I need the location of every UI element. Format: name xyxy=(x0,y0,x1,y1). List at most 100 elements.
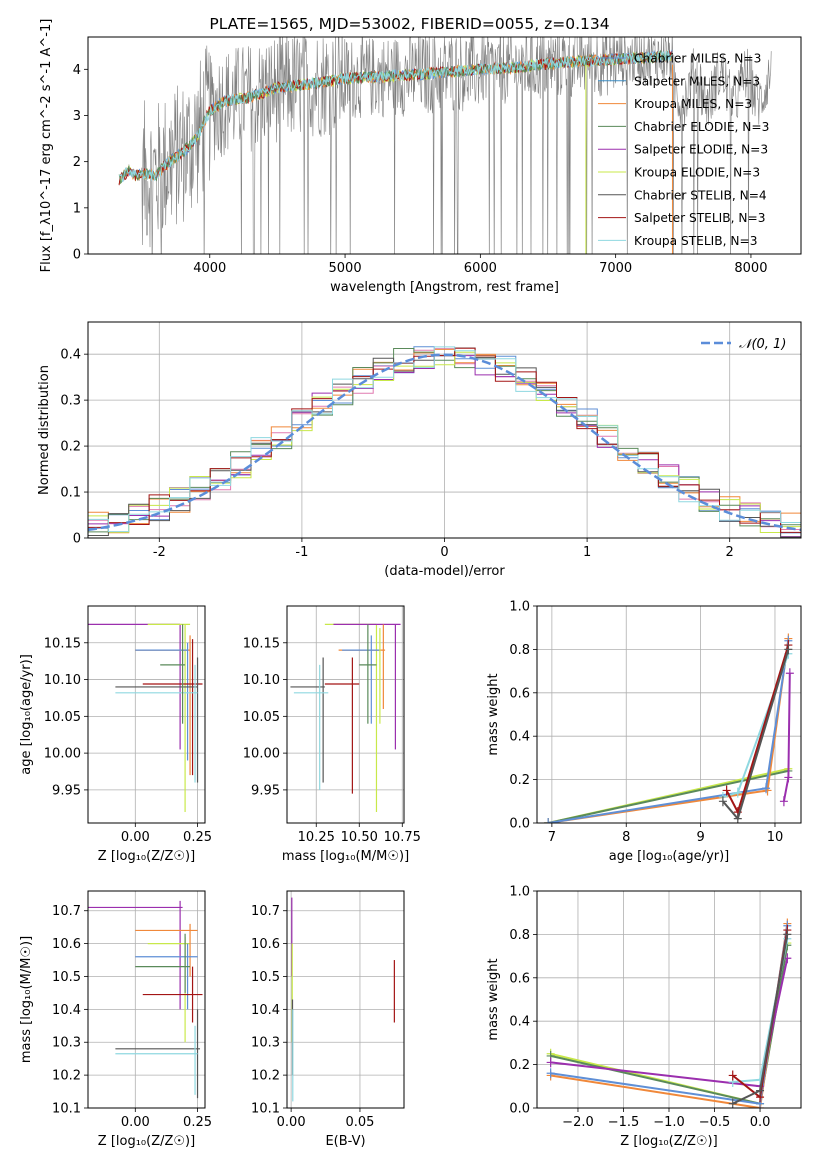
age_weight-axes: 7 8 9 10 0.0 0.2 0.4 0.6 0.8 1.0 xyxy=(509,600,801,845)
age_weight-ylabel: mass weight xyxy=(486,673,501,755)
mass_age-plot xyxy=(290,623,401,812)
z_age-xtick-label: 0.00 xyxy=(121,830,150,845)
z_mass-ytick-label: 10.5 xyxy=(52,970,81,985)
z_mass-axes: 0.00 0.25 10.1 10.2 10.3 10.4 10.5 10.6 10.7 xyxy=(52,891,212,1130)
mass_age-axes: 10.25 10.50 10.75 9.95 10.00 10.05 10.10 10.15 xyxy=(243,606,421,845)
age_weight-plot xyxy=(544,633,794,823)
age_weight-marker-salpeter_elodie xyxy=(785,668,794,679)
age_weight-ytick-label: 0.2 xyxy=(509,773,530,788)
z_weight-ytick-label: 0.6 xyxy=(509,971,530,986)
z_weight-marker-chabrier_stelib xyxy=(783,929,792,940)
figure-title: PLATE=1565, MJD=53002, FIBERID=0055, z=0… xyxy=(209,15,609,33)
age_weight-xtick-label: 7 xyxy=(548,830,556,845)
residuals-ytick-label: 0.3 xyxy=(60,394,81,409)
residuals-frame xyxy=(87,321,802,539)
z_weight-xlabel: Z [log₁₀(Z/Z☉)] xyxy=(620,1134,717,1149)
z_mass-ytick-label: 10.2 xyxy=(52,1069,81,1084)
z_age-ytick-label: 10.00 xyxy=(44,747,81,762)
z_weight-xtick-label: −1.5 xyxy=(608,1115,640,1130)
ebv_mass-plot xyxy=(291,897,395,1102)
legend-label-kroupa_elodie: Kroupa ELODIE, N=3 xyxy=(634,166,760,180)
z_weight-ytick-label: 0.8 xyxy=(509,928,530,943)
age_weight-marker-chabrier_stelib xyxy=(733,813,742,823)
spectrum-ytick-label: 2 xyxy=(73,155,81,170)
ebv_mass-ytick-label: 10.2 xyxy=(251,1069,280,1084)
ebv_mass-xtick-label: 0.00 xyxy=(277,1115,306,1130)
z_age-ytick-label: 10.05 xyxy=(44,710,81,725)
z_weight-xtick-label: −0.5 xyxy=(699,1115,731,1130)
age_weight-ytick-label: 1.0 xyxy=(509,600,530,615)
residuals-xtick-label: -2 xyxy=(153,545,166,560)
z_weight-ytick-label: 0.4 xyxy=(509,1015,530,1030)
ebv_mass-ytick-label: 10.3 xyxy=(251,1036,280,1051)
ebv_mass-ytick-label: 10.4 xyxy=(251,1003,280,1018)
residuals-ytick-label: 0 xyxy=(73,532,81,547)
spectrum-xtick-label: 7000 xyxy=(599,261,632,276)
z_weight-xtick-label: 0.0 xyxy=(750,1115,771,1130)
age_weight-marker-kroupa_stelib xyxy=(733,787,742,798)
z_weight-plot xyxy=(546,918,792,1108)
age_weight-xtick-label: 10 xyxy=(767,830,784,845)
mass_age-ytick-label: 10.05 xyxy=(243,710,280,725)
mass_age-ytick-label: 10.00 xyxy=(243,747,280,762)
residuals-ylabel: Normed distribution xyxy=(37,365,52,495)
spectrum-frame xyxy=(87,36,802,255)
z_weight-marker-salpeter_stelib xyxy=(728,1070,737,1081)
age_weight-marker-salpeter_stelib xyxy=(722,785,731,796)
z_age-ylabel: age [log₁₀(age/yr)] xyxy=(19,654,34,775)
spectrum-ytick-label: 3 xyxy=(73,109,81,124)
z_weight-marker-salpeter_elodie xyxy=(783,953,792,964)
legend-label-salpeter_elodie: Salpeter ELODIE, N=3 xyxy=(634,143,768,157)
ebv_mass-ytick-label: 10.7 xyxy=(251,904,280,919)
z_weight-xtick-label: −1.0 xyxy=(653,1115,685,1130)
z_mass-ytick-label: 10.1 xyxy=(52,1102,81,1117)
age_weight-ytick-label: 0.4 xyxy=(509,730,530,745)
legend-label-salpeter_stelib: Salpeter STELIB, N=3 xyxy=(634,211,765,225)
ebv_mass-frame xyxy=(286,890,405,1109)
z_weight-marker-chabrier_stelib xyxy=(756,1085,765,1096)
ebv_mass-ytick-label: 10.5 xyxy=(251,970,280,985)
z_mass-xlabel: Z [log₁₀(Z/Z☉)] xyxy=(98,1134,195,1149)
z_mass-frame xyxy=(87,890,206,1109)
age_weight-marker-salpeter_elodie xyxy=(784,772,793,783)
residuals-ytick-label: 0.4 xyxy=(60,348,81,363)
spectrum-xtick-label: 4000 xyxy=(193,261,226,276)
spectrum-ytick-label: 1 xyxy=(73,201,81,216)
ebv_mass-ytick-label: 10.6 xyxy=(251,937,280,952)
legend-label-chabrier_elodie: Chabrier ELODIE, N=3 xyxy=(634,120,769,134)
age_weight-marker-chabrier_stelib xyxy=(784,644,793,655)
spectrum-ytick-label: 4 xyxy=(73,63,81,78)
age_weight-marker-chabrier_miles xyxy=(544,818,553,823)
legend-label-kroupa_miles: Kroupa MILES, N=3 xyxy=(634,97,752,111)
age_weight-line-salpeter_stelib xyxy=(725,644,790,815)
age_weight-frame xyxy=(536,605,802,824)
spectrum-xlabel: wavelength [Angstrom, rest frame] xyxy=(330,280,559,295)
age_weight-xlabel: age [log₁₀(age/yr)] xyxy=(609,849,730,864)
age_weight-line-chabrier_elodie xyxy=(547,769,789,823)
residuals-xtick-label: 0 xyxy=(440,545,448,560)
gaussian-curve xyxy=(88,353,801,532)
mass_age-xtick-label: 10.50 xyxy=(341,830,378,845)
spectrum-axes: 4000 5000 6000 7000 8000 0 1 2 3 4 xyxy=(73,63,768,276)
z_age-axes: 0.00 0.25 9.95 10.00 10.05 10.10 10.15 xyxy=(44,606,212,845)
spectrum-plot xyxy=(118,37,772,254)
z_mass-ytick-label: 10.7 xyxy=(52,904,81,919)
mass_age-ytick-label: 10.15 xyxy=(243,636,280,651)
legend-label-chabrier_stelib: Chabrier STELIB, N=4 xyxy=(634,188,767,202)
z_weight-ytick-label: 0.2 xyxy=(509,1058,530,1073)
spectrum-ylabel: Flux [f_λ10^-17 erg cm^-2 s^-1 A^-1] xyxy=(39,19,54,273)
mass_age-frame xyxy=(286,605,405,824)
z_mass-xtick-label: 0.25 xyxy=(183,1115,212,1130)
z_mass-ytick-label: 10.3 xyxy=(52,1036,81,1051)
age_weight-ytick-label: 0.0 xyxy=(509,817,530,832)
residuals-xtick-label: -1 xyxy=(295,545,308,560)
z_age-ytick-label: 9.95 xyxy=(52,783,81,798)
age_weight-marker-salpeter_elodie xyxy=(779,796,788,807)
z_age-xlabel: Z [log₁₀(Z/Z☉)] xyxy=(98,849,195,864)
mass_age-xtick-label: 10.75 xyxy=(384,830,421,845)
legend-label-chabrier_miles: Chabrier MILES, N=3 xyxy=(634,52,761,66)
observed-spectrum-line xyxy=(119,37,772,254)
spectrum-xtick-label: 6000 xyxy=(464,261,497,276)
z_mass-ylabel: mass [log₁₀(M/M☉)] xyxy=(19,936,34,1063)
